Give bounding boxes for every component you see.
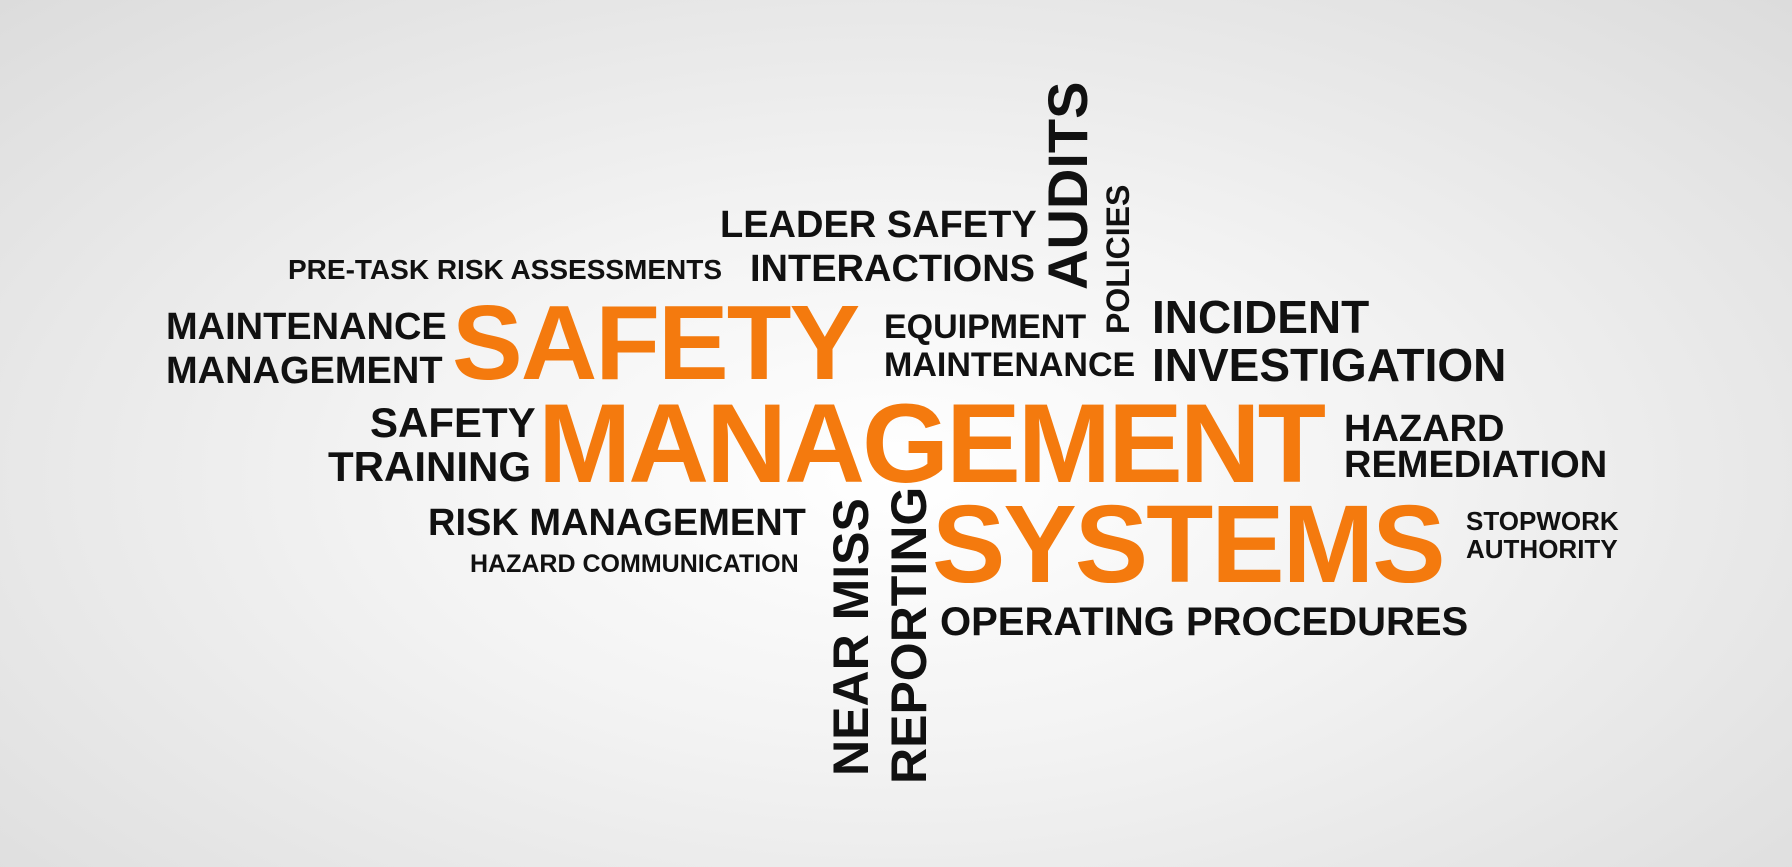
word-risk-management: RISK MANAGEMENT (428, 502, 806, 544)
word-maintenance-management-line1: MAINTENANCE (166, 306, 447, 348)
word-safety-training-line2: TRAINING (328, 443, 531, 490)
word-audits: AUDITS (1036, 81, 1099, 290)
word-policies: POLICIES (1100, 184, 1136, 334)
word-maintenance-management-line2: MANAGEMENT (166, 350, 443, 392)
word-incident-investigation-line2: INVESTIGATION (1152, 339, 1507, 391)
word-leader-safety: LEADER SAFETY (720, 204, 1037, 246)
word-near-miss: NEAR MISS (823, 498, 879, 776)
word-stopwork-authority-line2: AUTHORITY (1466, 534, 1618, 564)
word-equipment-maintenance-line2: MAINTENANCE (884, 346, 1136, 384)
word-hazard-remediation-line1: HAZARD (1344, 408, 1505, 450)
word-operating-procedures: OPERATING PROCEDURES (940, 600, 1469, 644)
word-pre-task-risk-assessments: PRE-TASK RISK ASSESSMENTS (288, 254, 723, 285)
word-reporting: REPORTING (881, 486, 937, 784)
word-hazard-remediation-line2: REMEDIATION (1344, 444, 1608, 486)
word-incident-investigation-line1: INCIDENT (1152, 291, 1370, 343)
word-stopwork-authority-line1: STOPWORK (1466, 506, 1619, 536)
word-hazard-communication: HAZARD COMMUNICATION (470, 550, 799, 578)
word-management-primary: MANAGEMENT (538, 381, 1326, 506)
word-equipment-maintenance-line1: EQUIPMENT (884, 308, 1087, 346)
word-systems-primary: SYSTEMS (932, 483, 1446, 606)
word-safety-primary: SAFETY (452, 284, 860, 402)
word-safety-training-line1: SAFETY (370, 399, 536, 446)
word-interactions: INTERACTIONS (750, 248, 1035, 290)
